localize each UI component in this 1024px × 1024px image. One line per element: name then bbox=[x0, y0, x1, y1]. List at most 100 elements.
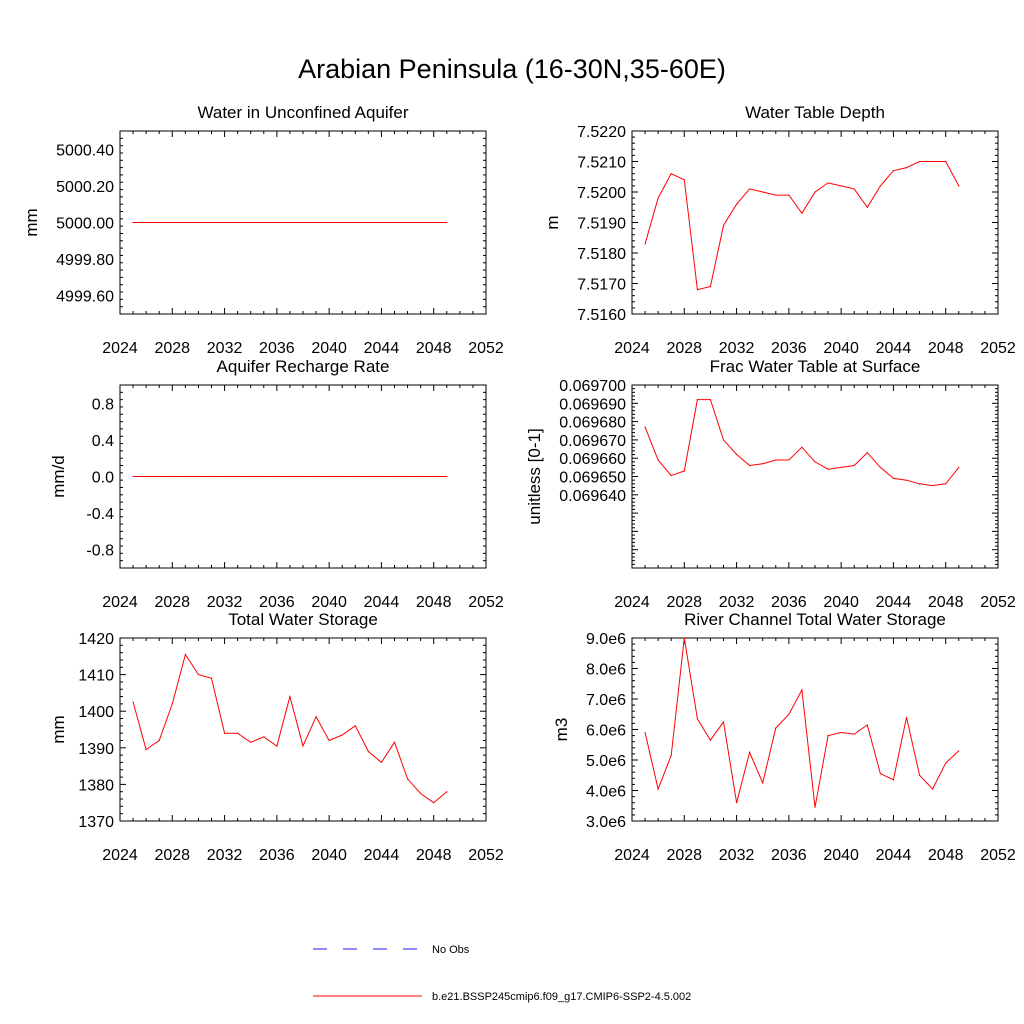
data-point bbox=[302, 745, 304, 747]
data-point bbox=[827, 468, 829, 470]
plot-frame bbox=[631, 637, 999, 822]
data-point bbox=[958, 750, 960, 752]
data-point bbox=[197, 221, 200, 224]
x-tick-label: 2044 bbox=[364, 340, 400, 357]
data-point bbox=[788, 194, 790, 196]
data-point bbox=[735, 203, 738, 205]
chart-panel-3: 2024 2028 2032 2036 2040 2044 2048 2052 -0.8 -0.4… bbox=[49, 357, 504, 611]
x-tick-label: 2052 bbox=[980, 594, 1016, 611]
x-tick-label: 2040 bbox=[311, 340, 347, 357]
panel-title: Water in Unconfined Aquifer bbox=[197, 103, 408, 122]
x-tick-label: 2040 bbox=[311, 594, 347, 611]
data-point bbox=[250, 221, 252, 224]
data-point bbox=[814, 191, 816, 193]
x-tick-label: 2044 bbox=[876, 847, 912, 864]
y-tick-label: 7.5220 bbox=[577, 124, 626, 141]
data-point bbox=[853, 733, 855, 735]
data-point bbox=[223, 221, 226, 224]
data-point bbox=[210, 677, 213, 679]
y-tick-label: 0.8 bbox=[92, 396, 114, 413]
data-point bbox=[433, 221, 435, 224]
chart-panel-6: 2024 2028 2032 2036 2040 2044 2048 2052 3.0e6 4.0… bbox=[552, 610, 1016, 864]
y-tick-label: 0.4 bbox=[92, 433, 114, 450]
x-tick-label: 2036 bbox=[771, 594, 807, 611]
data-point bbox=[223, 732, 226, 734]
data-point bbox=[775, 727, 777, 729]
data-point bbox=[945, 762, 947, 764]
series-line bbox=[644, 637, 960, 808]
panel-title: Total Water Storage bbox=[228, 610, 378, 629]
data-point bbox=[433, 802, 435, 804]
data-point bbox=[302, 475, 304, 478]
x-tick-label: 2032 bbox=[719, 340, 755, 357]
data-point bbox=[380, 221, 383, 224]
y-tick-label: 0.069640 bbox=[559, 488, 626, 505]
data-point bbox=[223, 475, 226, 478]
data-point bbox=[762, 463, 764, 465]
data-point bbox=[866, 724, 868, 726]
data-point bbox=[145, 475, 147, 478]
panel-title: Frac Water Table at Surface bbox=[710, 357, 921, 376]
data-point bbox=[406, 221, 409, 224]
y-tick-label: 7.5200 bbox=[577, 185, 626, 202]
data-point bbox=[341, 734, 343, 736]
data-point bbox=[696, 289, 698, 291]
x-tick-label: 2036 bbox=[259, 340, 295, 357]
data-point bbox=[393, 475, 396, 478]
x-tick-label: 2040 bbox=[823, 340, 859, 357]
data-point bbox=[420, 475, 422, 478]
chart-panel-5: 2024 2028 2032 2036 2040 2044 2048 2052 1370 1380… bbox=[49, 610, 504, 864]
data-point bbox=[263, 736, 265, 738]
data-point bbox=[420, 221, 422, 224]
y-axis-label: m3 bbox=[552, 718, 571, 742]
data-point bbox=[158, 475, 160, 478]
data-point bbox=[171, 703, 173, 705]
y-tick-label: 1410 bbox=[78, 668, 114, 685]
data-point bbox=[145, 749, 147, 751]
data-point bbox=[276, 745, 278, 747]
legend: No Obs b.e21.BSSP245cmip6.f09_g17.CMIP6-… bbox=[313, 944, 691, 1003]
data-point bbox=[932, 788, 934, 790]
y-tick-label: 9.0e6 bbox=[586, 631, 626, 648]
data-point bbox=[722, 721, 725, 723]
x-tick-label: 2024 bbox=[614, 847, 650, 864]
data-point bbox=[879, 773, 881, 775]
x-tick-label: 2052 bbox=[468, 594, 504, 611]
x-tick-label: 2024 bbox=[102, 594, 138, 611]
y-tick-label: 4.0e6 bbox=[586, 784, 626, 801]
data-point bbox=[814, 461, 816, 463]
data-point bbox=[749, 188, 751, 190]
y-tick-label: 3.0e6 bbox=[586, 814, 626, 831]
y-axis-label: mm bbox=[22, 208, 41, 236]
y-tick-label: 5000.20 bbox=[56, 179, 114, 196]
data-point bbox=[433, 475, 435, 478]
x-tick-label: 2028 bbox=[154, 847, 190, 864]
x-tick-label: 2040 bbox=[823, 847, 859, 864]
data-point bbox=[328, 739, 330, 742]
data-point bbox=[801, 446, 803, 448]
y-tick-label: 1380 bbox=[78, 777, 114, 794]
data-point bbox=[171, 221, 173, 224]
y-tick-label: 5.0e6 bbox=[586, 753, 626, 770]
data-point bbox=[709, 399, 712, 401]
y-tick-label: 1370 bbox=[78, 814, 114, 831]
x-tick-label: 2028 bbox=[666, 594, 702, 611]
data-point bbox=[184, 221, 186, 224]
data-point bbox=[801, 212, 803, 214]
data-point bbox=[380, 475, 383, 478]
data-point bbox=[197, 475, 200, 478]
data-point bbox=[814, 806, 816, 808]
data-point bbox=[827, 735, 829, 737]
data-point bbox=[250, 741, 252, 743]
data-point bbox=[132, 475, 134, 478]
data-point bbox=[827, 182, 829, 184]
y-axis-label: unitless [0-1] bbox=[525, 428, 544, 524]
data-point bbox=[945, 160, 947, 163]
y-tick-label: 7.5160 bbox=[577, 307, 626, 324]
data-point bbox=[670, 173, 672, 175]
y-tick-label: 0.069650 bbox=[559, 470, 626, 487]
panel-title: River Channel Total Water Storage bbox=[684, 610, 946, 629]
x-tick-label: 2036 bbox=[771, 847, 807, 864]
data-point bbox=[263, 221, 265, 224]
